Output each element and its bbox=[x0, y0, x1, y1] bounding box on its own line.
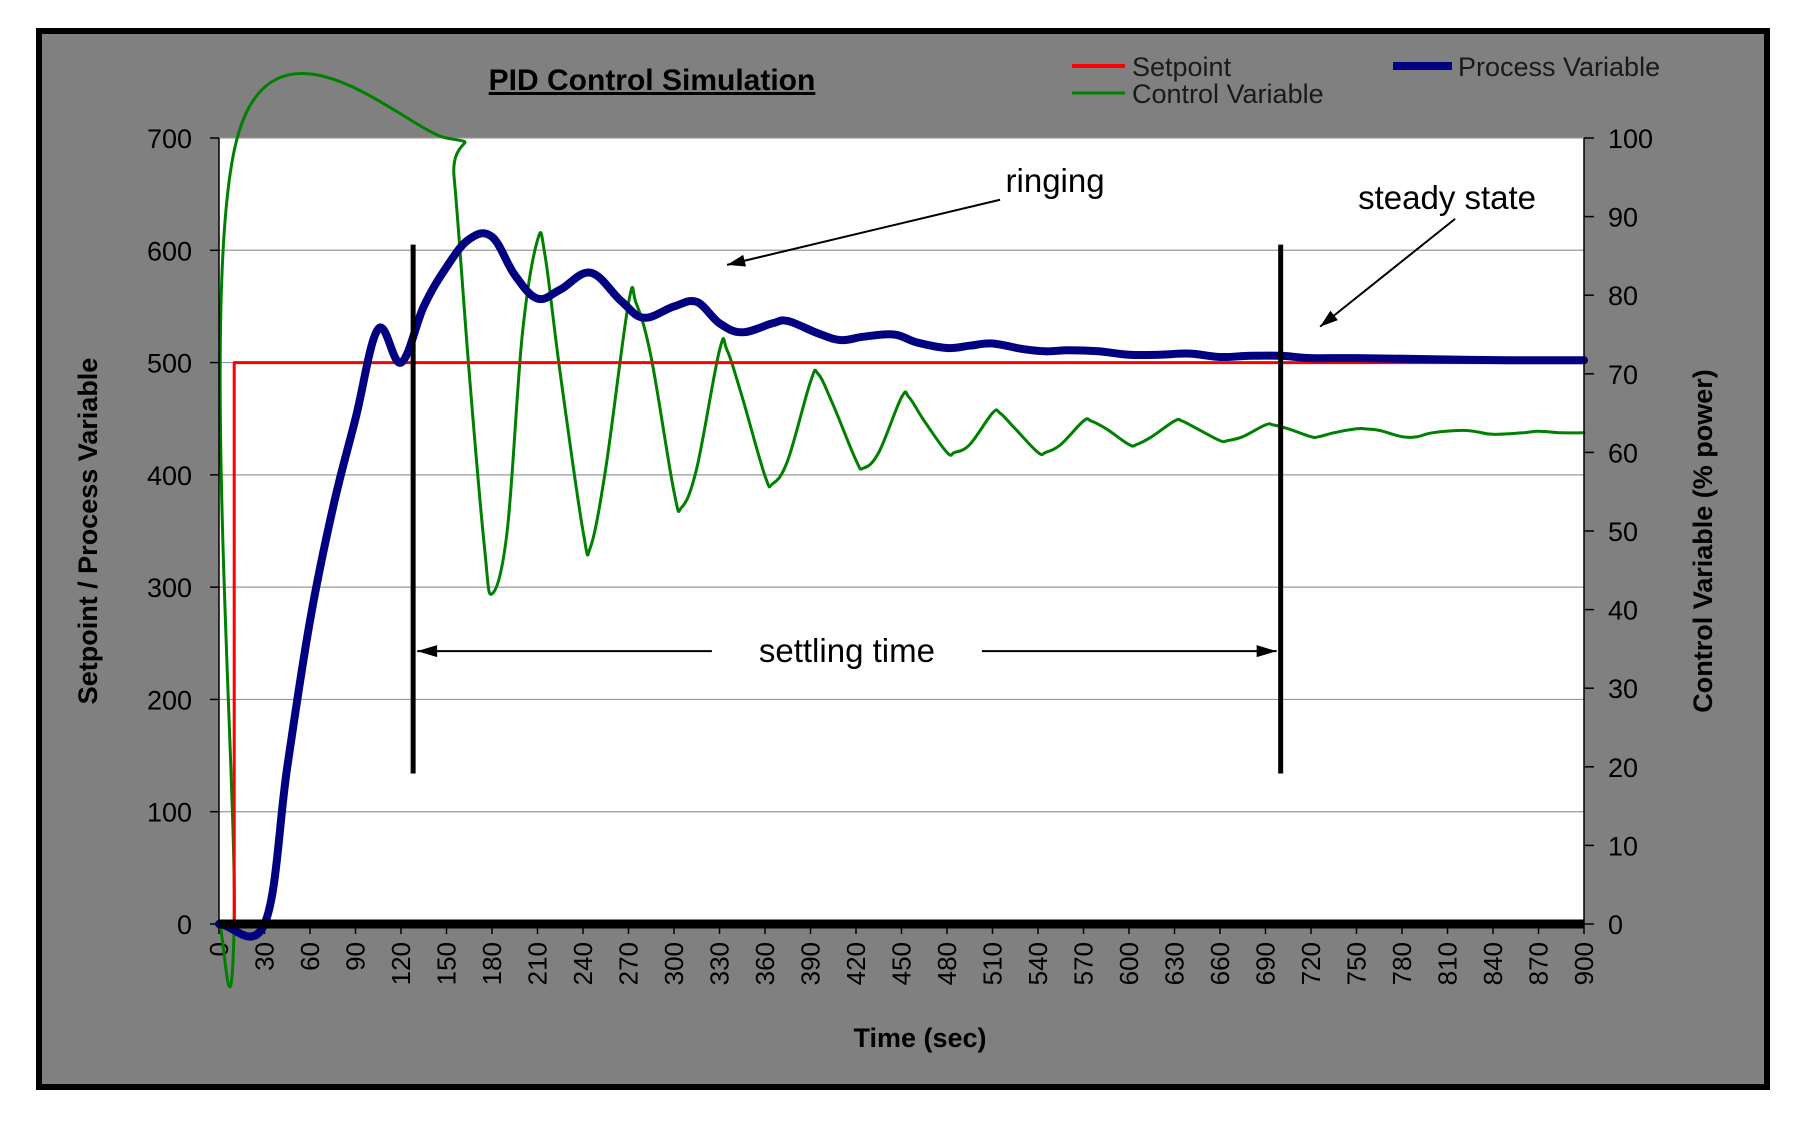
x-tick-label-450: 450 bbox=[887, 942, 917, 985]
y-axis-right-label: Control Variable (% power) bbox=[1688, 369, 1718, 713]
x-tick-label-900: 900 bbox=[1569, 942, 1599, 985]
y-tick-label-300: 300 bbox=[147, 573, 192, 603]
x-tick-label-690: 690 bbox=[1251, 942, 1281, 985]
y2-tick-label-20: 20 bbox=[1608, 753, 1638, 783]
x-tick-label-720: 720 bbox=[1296, 942, 1326, 985]
x-tick-label-120: 120 bbox=[386, 942, 416, 985]
x-tick-label-840: 840 bbox=[1478, 942, 1508, 985]
x-tick-label-480: 480 bbox=[932, 942, 962, 985]
x-tick-label-60: 60 bbox=[295, 942, 325, 971]
y-tick-label-400: 400 bbox=[147, 461, 192, 491]
y2-tick-label-0: 0 bbox=[1608, 910, 1623, 940]
plot-area bbox=[219, 138, 1584, 924]
y2-tick-label-40: 40 bbox=[1608, 596, 1638, 626]
x-tick-label-600: 600 bbox=[1114, 942, 1144, 985]
y2-tick-label-60: 60 bbox=[1608, 438, 1638, 468]
series-line-process-variable bbox=[215, 229, 1588, 941]
steady-state-arrowhead bbox=[1320, 310, 1338, 327]
settling-time-arrowhead-right bbox=[1256, 645, 1277, 658]
x-tick-label-270: 270 bbox=[614, 942, 644, 985]
x-tick-label-150: 150 bbox=[432, 942, 462, 985]
series-line-control-variable bbox=[217, 72, 1586, 989]
ringing-label: ringing bbox=[1006, 162, 1105, 199]
x-tick-label-360: 360 bbox=[750, 942, 780, 985]
x-axis-ticks: 0 30 60 90 120 150 180 210 240 270 300 330 360 390 420… bbox=[204, 924, 1599, 985]
y-tick-label-600: 600 bbox=[147, 236, 192, 266]
x-tick-label-660: 660 bbox=[1205, 942, 1235, 985]
x-tick-label-180: 180 bbox=[477, 942, 507, 985]
y-tick-label-700: 700 bbox=[147, 124, 192, 154]
x-tick-label-870: 870 bbox=[1524, 942, 1554, 985]
chart-title: PID Control Simulation bbox=[489, 64, 816, 97]
y-tick-label-500: 500 bbox=[147, 349, 192, 379]
y-tick-label-100: 100 bbox=[147, 798, 192, 828]
y-axis-left-label: Setpoint / Process Variable bbox=[73, 358, 103, 705]
x-tick-label-810: 810 bbox=[1433, 942, 1463, 985]
y2-tick-label-80: 80 bbox=[1608, 281, 1638, 311]
y-tick-label-0: 0 bbox=[177, 910, 192, 940]
ringing-arrow bbox=[726, 198, 1001, 266]
x-tick-label-330: 330 bbox=[705, 942, 735, 985]
x-tick-label-750: 750 bbox=[1342, 942, 1372, 985]
y-axis-left-ticks: 0 100 200 300 400 500 600 700 bbox=[147, 124, 219, 940]
steady-state-arrow bbox=[1319, 218, 1456, 328]
y2-tick-label-30: 30 bbox=[1608, 674, 1638, 704]
x-tick-label-630: 630 bbox=[1160, 942, 1190, 985]
settling-time-label: settling time bbox=[759, 632, 935, 669]
x-axis-label: Time (sec) bbox=[853, 1023, 986, 1053]
x-tick-label-420: 420 bbox=[841, 942, 871, 985]
legend-label-setpoint: Setpoint bbox=[1132, 52, 1232, 82]
ringing-arrowhead bbox=[727, 254, 746, 267]
y-tick-label-200: 200 bbox=[147, 685, 192, 715]
y2-tick-label-70: 70 bbox=[1608, 360, 1638, 390]
x-tick-label-210: 210 bbox=[523, 942, 553, 985]
y2-tick-label-100: 100 bbox=[1608, 124, 1653, 154]
y2-tick-label-10: 10 bbox=[1608, 831, 1638, 861]
legend-label-process-variable: Process Variable bbox=[1458, 52, 1660, 82]
x-tick-label-30: 30 bbox=[250, 942, 280, 971]
y2-tick-label-50: 50 bbox=[1608, 517, 1638, 547]
legend-label-control-variable: Control Variable bbox=[1132, 79, 1324, 109]
x-tick-label-540: 540 bbox=[1023, 942, 1053, 985]
y-axis-right-ticks: 0 10 20 30 40 50 60 70 80 90 100 bbox=[1584, 124, 1653, 940]
x-tick-label-390: 390 bbox=[796, 942, 826, 985]
x-tick-label-240: 240 bbox=[568, 942, 598, 985]
legend: Setpoint Control Variable Process Variab… bbox=[1072, 52, 1660, 109]
settling-time-arrowhead-left bbox=[417, 645, 438, 658]
x-tick-label-90: 90 bbox=[341, 942, 371, 971]
y2-tick-label-90: 90 bbox=[1608, 203, 1638, 233]
annotations: ringing steady state settling time bbox=[410, 162, 1536, 774]
x-tick-label-570: 570 bbox=[1069, 942, 1099, 985]
x-tick-label-510: 510 bbox=[978, 942, 1008, 985]
x-tick-label-780: 780 bbox=[1387, 942, 1417, 985]
x-tick-label-300: 300 bbox=[659, 942, 689, 985]
steady-state-label: steady state bbox=[1358, 179, 1536, 216]
x-tick-label-0: 0 bbox=[204, 942, 234, 956]
